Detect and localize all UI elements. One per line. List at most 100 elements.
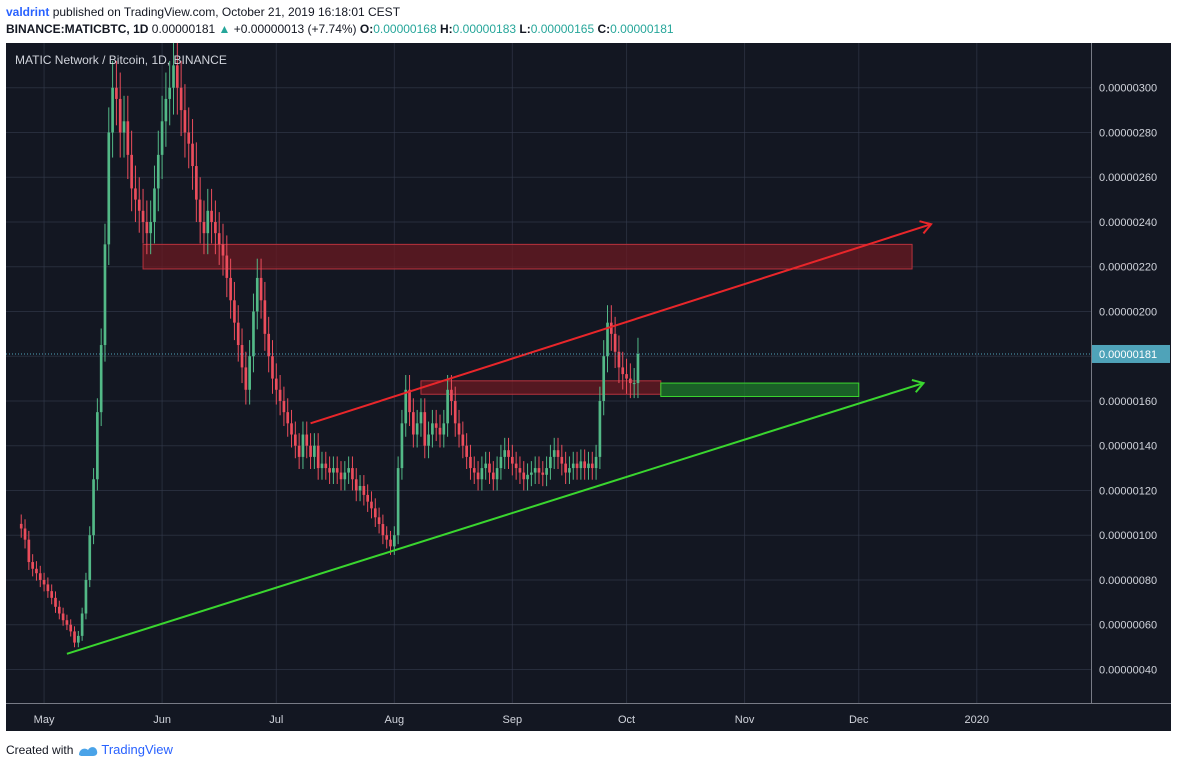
candle-body [271,356,274,379]
candle-body [594,456,598,469]
candle-body [469,456,472,469]
candle-body [392,535,396,547]
candle-body [233,300,236,323]
candle-body [625,374,628,379]
candle-body [450,389,453,401]
x-tick-label: Nov [735,714,755,726]
candle-body [518,468,522,473]
footer: Created with TradingView [6,742,173,757]
x-tick-label: 2020 [965,714,989,726]
candle-body [556,450,560,457]
candle-body [602,356,606,401]
candle-body [255,277,259,312]
price-chart[interactable]: 0.00000040 0.00000060 0.00000080 0.00000100… [6,43,1171,731]
candle-body [141,210,145,222]
candle-body [202,221,206,234]
open-value: 0.00000168 [373,22,437,36]
candle-body [465,445,468,457]
candle-body [583,461,586,469]
created-with-text: Created with [6,742,74,757]
candle-body [130,154,133,189]
candlestick-series [19,43,640,648]
candle-body [347,468,350,473]
candle-body [221,244,225,256]
candle-body [118,98,122,133]
candle-body [507,450,510,457]
candle-body [354,479,358,491]
support-trendline-arrowhead [911,379,926,393]
y-tick-label: 0.00000300 [1099,83,1157,95]
candle-body [27,539,31,563]
symbol-info-bar: BINANCE:MATICBTC, 1D 0.00000181 ▲ +0.000… [6,22,674,36]
candle-body [339,472,343,480]
author-name[interactable]: valdrint [6,5,50,19]
support-trendline [66,382,924,655]
candle-body [286,412,290,424]
y-tick-label: 0.00000220 [1099,262,1157,274]
candle-body [214,221,217,234]
candle-body [511,456,514,464]
candle-body [575,463,579,469]
candle-body [613,333,617,352]
price-axis[interactable]: 0.00000040 0.00000060 0.00000080 0.00000100… [1091,43,1171,731]
candle-body [305,434,309,446]
candle-body [472,468,476,473]
candle-body [244,367,248,390]
candle-body [408,389,411,413]
x-tick-label: Aug [385,714,405,726]
candle-body [236,322,240,346]
candle-body [274,378,278,390]
candle-body [290,423,293,435]
candle-body [248,356,251,390]
candle-body [629,378,632,384]
candle-body [54,597,57,607]
candle-body [609,322,613,334]
candle-body [103,244,107,346]
candle-body [111,87,114,133]
candle-body [168,87,172,99]
price-change: +0.00000013 (+7.74%) [233,22,357,36]
x-tick-label: Dec [849,714,869,726]
candle-body [545,468,548,475]
candle-body [453,400,457,424]
candle-body [252,311,255,357]
candle-body [590,463,594,469]
candle-body [164,98,168,122]
candle-body [88,535,92,580]
candle-body [259,277,263,301]
candle-body [488,463,491,473]
candle-body [316,445,320,469]
candle-body [229,277,232,301]
candle-body [461,434,465,446]
candle-body [476,472,480,480]
resistance-trendline [310,223,932,425]
candle-body [358,485,362,491]
open-label: O: [359,22,374,36]
trendlines [66,220,933,655]
low-label: L: [519,22,531,36]
close-label: C: [597,22,611,36]
y-tick-label: 0.00000160 [1099,396,1157,408]
candle-body [503,450,507,457]
candle-body [373,508,377,518]
low-value: 0.00000165 [530,22,595,36]
candle-body [587,463,590,469]
candle-body [514,463,518,469]
candle-body [431,423,434,435]
candle-body [438,427,442,435]
candle-body [571,463,575,469]
candle-body [434,423,438,428]
time-axis[interactable]: May Jun Jul Aug Sep Oct Nov Dec 2020 [6,703,1171,731]
candle-body [183,110,187,133]
symbol-name: BINANCE:MATICBTC, 1D [6,22,149,36]
tradingview-link[interactable]: TradingView [101,742,173,757]
candle-body [61,613,65,621]
candle-body [278,389,282,401]
candle-body [31,562,34,569]
candle-body [632,383,636,385]
candle-body [568,468,571,473]
x-tick-label: Oct [618,714,635,726]
candle-body [442,423,446,435]
candle-body [309,445,312,457]
time-axis-panel [6,703,1171,731]
